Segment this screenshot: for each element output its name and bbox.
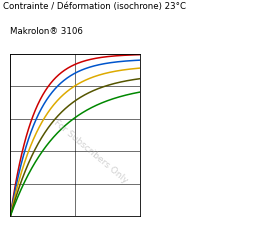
Text: Contrainte / Déformation (isochrone) 23°C: Contrainte / Déformation (isochrone) 23°… bbox=[3, 2, 186, 11]
Text: For Subscribers Only: For Subscribers Only bbox=[52, 118, 129, 185]
Text: Makrolon® 3106: Makrolon® 3106 bbox=[10, 27, 83, 36]
